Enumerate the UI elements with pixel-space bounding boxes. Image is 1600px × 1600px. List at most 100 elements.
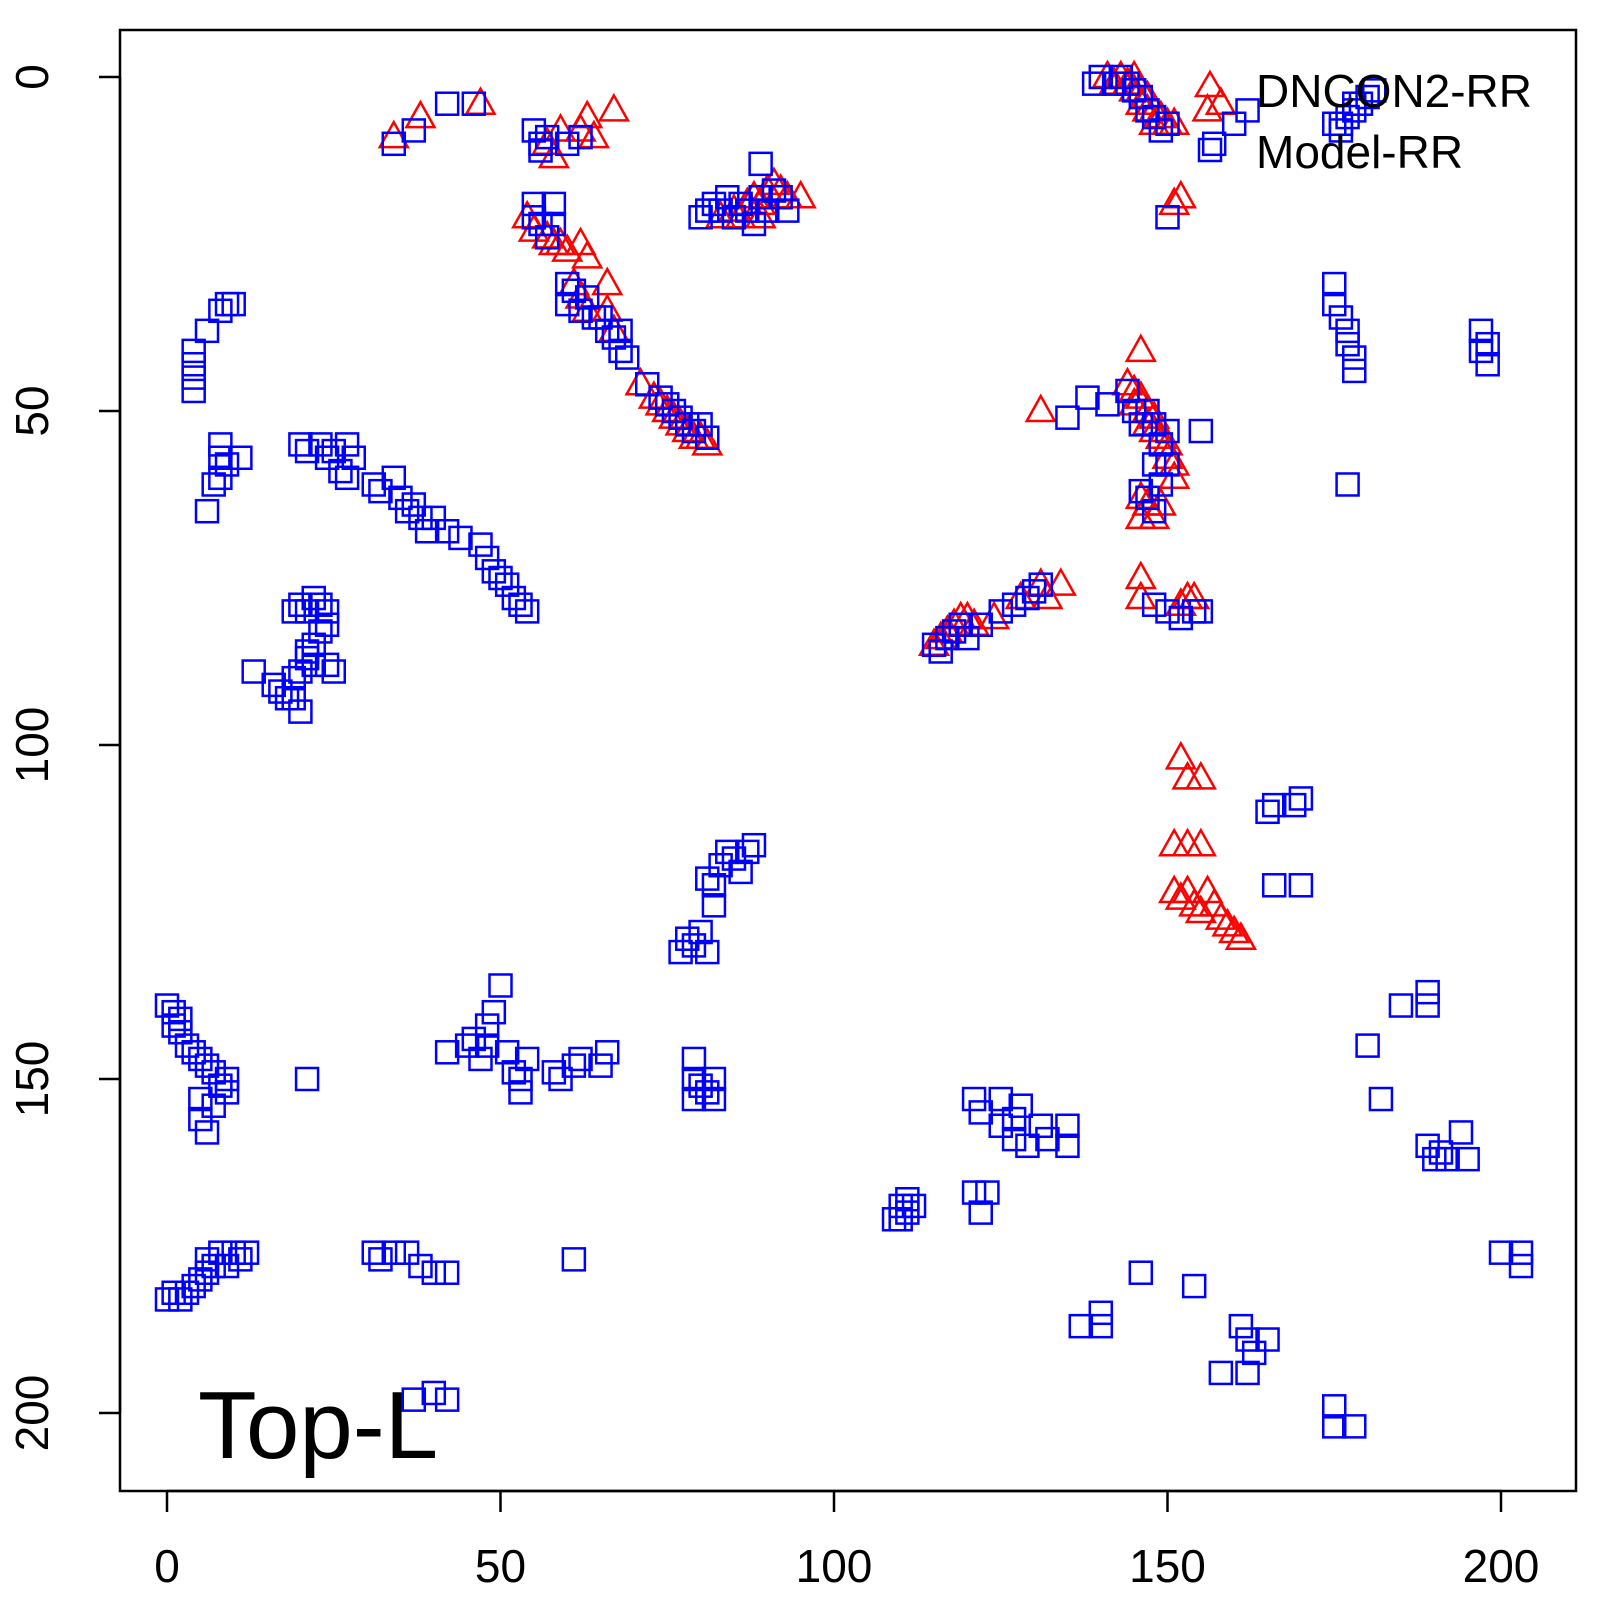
model-rr-point bbox=[314, 612, 340, 638]
model-rr-point bbox=[1335, 104, 1360, 130]
dncon2-rr-point bbox=[1164, 179, 1197, 209]
model-rr-point bbox=[434, 1040, 460, 1065]
model-rr-point bbox=[181, 1040, 206, 1065]
model-rr-point bbox=[1108, 64, 1134, 90]
model-rr-point bbox=[695, 198, 720, 223]
model-rr-point bbox=[688, 205, 713, 230]
model-rr-point bbox=[735, 839, 760, 865]
model-rr-point bbox=[1028, 1113, 1054, 1139]
dncon2-rr-point bbox=[1124, 500, 1157, 530]
model-rr-point bbox=[701, 873, 727, 898]
model-rr-point bbox=[1322, 271, 1347, 297]
dncon2-rr-point bbox=[1124, 580, 1157, 610]
model-rr-point bbox=[1468, 338, 1494, 364]
model-rr-point bbox=[194, 318, 220, 344]
model-rr-point bbox=[1155, 452, 1180, 477]
model-rr-point bbox=[741, 211, 767, 237]
model-rr-point bbox=[501, 585, 527, 611]
model-rr-point bbox=[521, 118, 547, 143]
model-rr-point bbox=[721, 205, 747, 230]
model-rr-point bbox=[1141, 452, 1167, 477]
model-rr-point bbox=[1448, 1120, 1474, 1145]
x-tick-label: 150 bbox=[1129, 1540, 1206, 1592]
model-rr-point bbox=[1415, 979, 1440, 1005]
model-rr-point bbox=[1342, 1414, 1367, 1439]
model-rr-point bbox=[308, 592, 333, 617]
legend-label-model-rr: Model-RR bbox=[1256, 126, 1463, 178]
model-rr-point bbox=[201, 1093, 226, 1118]
model-rr-point bbox=[174, 1033, 200, 1058]
dncon2-rr-point bbox=[1178, 580, 1211, 610]
model-rr-point bbox=[721, 846, 747, 871]
model-rr-point bbox=[541, 1060, 567, 1085]
model-rr-point bbox=[568, 124, 593, 150]
x-tick-label: 0 bbox=[154, 1540, 180, 1592]
model-rr-point bbox=[1075, 385, 1100, 410]
model-rr-point bbox=[655, 392, 680, 417]
model-rr-point bbox=[541, 191, 567, 217]
dncon2-rr-point bbox=[1124, 560, 1157, 590]
legend-label-dncon2-rr: DNCON2-RR bbox=[1256, 65, 1532, 117]
model-rr-point bbox=[1155, 111, 1180, 137]
y-axis: 0 50 100 150 200 bbox=[6, 64, 122, 1452]
dncon2-rr-point bbox=[977, 600, 1011, 630]
model-rr-point bbox=[1101, 71, 1127, 96]
model-rr-point bbox=[194, 498, 220, 524]
dncon2-rr-point bbox=[544, 112, 577, 142]
y-tick-label: 200 bbox=[6, 1375, 58, 1452]
model-rr-point bbox=[154, 1287, 180, 1312]
model-rr-point bbox=[1135, 485, 1160, 511]
model-rr-point bbox=[688, 919, 713, 945]
model-rr-point bbox=[468, 532, 493, 557]
model-rr-point bbox=[201, 1253, 226, 1279]
model-rr-point bbox=[1241, 1340, 1267, 1366]
model-rr-point bbox=[494, 572, 520, 597]
model-rr-point bbox=[961, 1086, 987, 1112]
model-rr-point bbox=[481, 999, 507, 1025]
dncon2-rr-point bbox=[551, 233, 584, 262]
model-rr-point bbox=[368, 478, 393, 504]
model-rr-point bbox=[461, 91, 487, 116]
model-rr-point bbox=[281, 665, 306, 691]
model-rr-point bbox=[634, 372, 660, 397]
model-rr-point bbox=[541, 211, 567, 237]
model-rr-point bbox=[294, 639, 320, 664]
model-rr-point bbox=[401, 492, 427, 517]
model-rr-point bbox=[1335, 318, 1360, 344]
model-rr-point bbox=[434, 518, 460, 544]
model-rr-point bbox=[401, 118, 427, 143]
model-rr-point bbox=[755, 198, 780, 223]
model-rr-point bbox=[1355, 1033, 1380, 1058]
model-rr-point bbox=[421, 505, 447, 531]
x-tick-label: 50 bbox=[475, 1540, 526, 1592]
model-rr-point bbox=[1281, 792, 1307, 818]
model-rr-point bbox=[895, 1186, 920, 1212]
model-rr-point bbox=[715, 184, 740, 210]
model-rr-point bbox=[434, 1387, 460, 1412]
y-tick-label: 100 bbox=[6, 707, 58, 784]
dncon2-rr-point bbox=[404, 99, 437, 129]
model-rr-point bbox=[154, 993, 180, 1018]
model-rr-point bbox=[1468, 318, 1494, 344]
dncon2-rr-point bbox=[1044, 567, 1077, 596]
model-rr-point bbox=[701, 1086, 727, 1112]
model-rr-point bbox=[1155, 418, 1180, 444]
model-rr-point bbox=[1288, 873, 1314, 898]
model-rr-point bbox=[314, 445, 340, 471]
model-rr-point bbox=[1188, 599, 1214, 624]
model-rr-point bbox=[208, 1240, 233, 1265]
model-rr-point bbox=[1128, 84, 1154, 110]
dncon2-rr-point bbox=[1184, 760, 1217, 790]
model-rr-point bbox=[1475, 351, 1500, 377]
model-rr-point bbox=[1368, 1086, 1394, 1112]
model-rr-point bbox=[334, 432, 360, 457]
model-rr-point bbox=[681, 1066, 707, 1092]
dncon2-rr-point bbox=[1191, 92, 1224, 122]
model-rr-point bbox=[1261, 792, 1287, 818]
model-rr-point bbox=[728, 859, 753, 885]
model-rr-point bbox=[208, 445, 233, 471]
dncon2-rr-point bbox=[1144, 486, 1177, 516]
dncon2-rr-point bbox=[784, 179, 817, 209]
model-rr-point bbox=[968, 1100, 993, 1125]
